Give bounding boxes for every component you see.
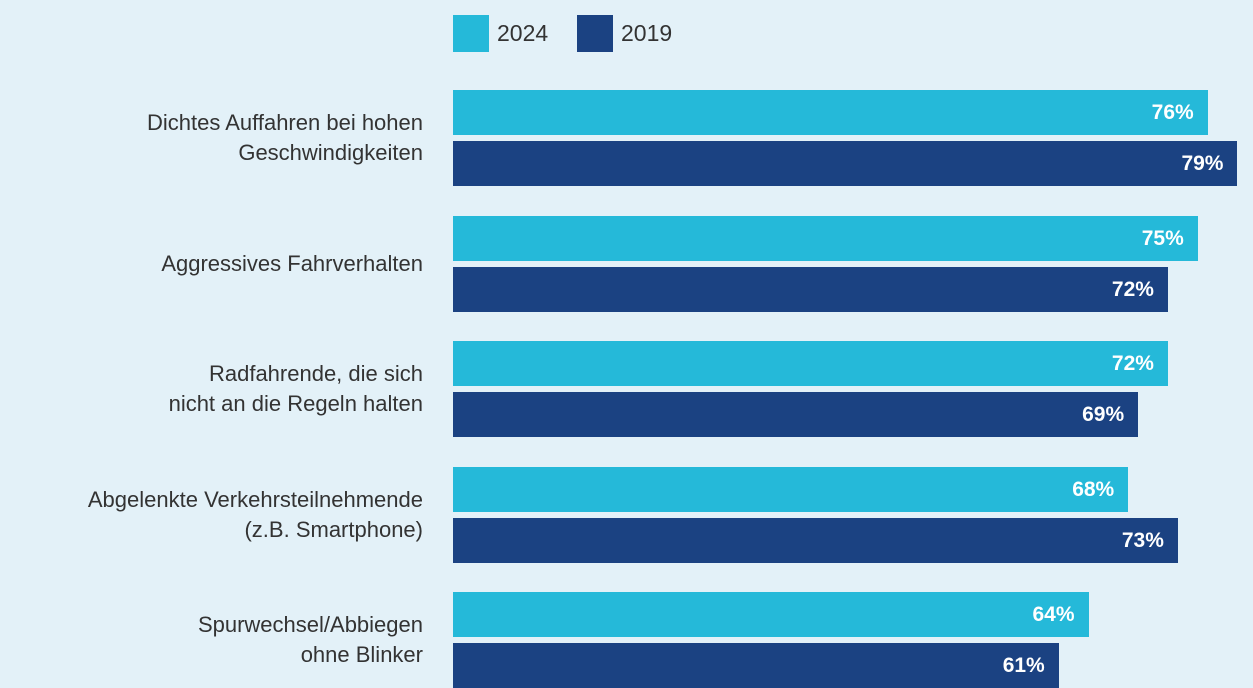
- legend-label: 2019: [621, 20, 673, 46]
- bar: [453, 215, 1198, 261]
- category-label: Spurwechsel/Abbiegen ohne Blinker: [197, 612, 423, 667]
- value-label: 76%: [1151, 101, 1194, 124]
- bar: [453, 592, 1089, 637]
- bar: [453, 141, 1238, 186]
- category-label: Radfahrende, die sich nicht an die Regel…: [168, 361, 423, 416]
- value-label: 72%: [1111, 277, 1154, 301]
- legend-swatch: [577, 15, 613, 52]
- value-label: 72%: [1111, 352, 1154, 375]
- bar: [453, 392, 1139, 437]
- category-label: Aggressives Fahrverhalten: [161, 250, 423, 276]
- value-label: 69%: [1082, 403, 1125, 426]
- bar: [453, 466, 1129, 512]
- legend-label: 2024: [497, 20, 549, 46]
- category-label: Abgelenkte Verkehrsteilnehmende (z.B. Sm…: [87, 486, 423, 542]
- bar: [453, 517, 1178, 563]
- value-label: 79%: [1181, 152, 1224, 175]
- bar: [453, 643, 1059, 688]
- value-label: 61%: [1002, 654, 1045, 677]
- bar: [453, 341, 1168, 386]
- bar: [453, 90, 1208, 135]
- category-label: Dichtes Auffahren bei hohen Geschwindigk…: [146, 110, 423, 165]
- bar: [453, 266, 1168, 312]
- value-label: 68%: [1072, 477, 1115, 501]
- value-label: 73%: [1121, 528, 1164, 552]
- value-label: 75%: [1141, 226, 1184, 250]
- value-label: 64%: [1032, 603, 1075, 626]
- legend-swatch: [453, 15, 489, 52]
